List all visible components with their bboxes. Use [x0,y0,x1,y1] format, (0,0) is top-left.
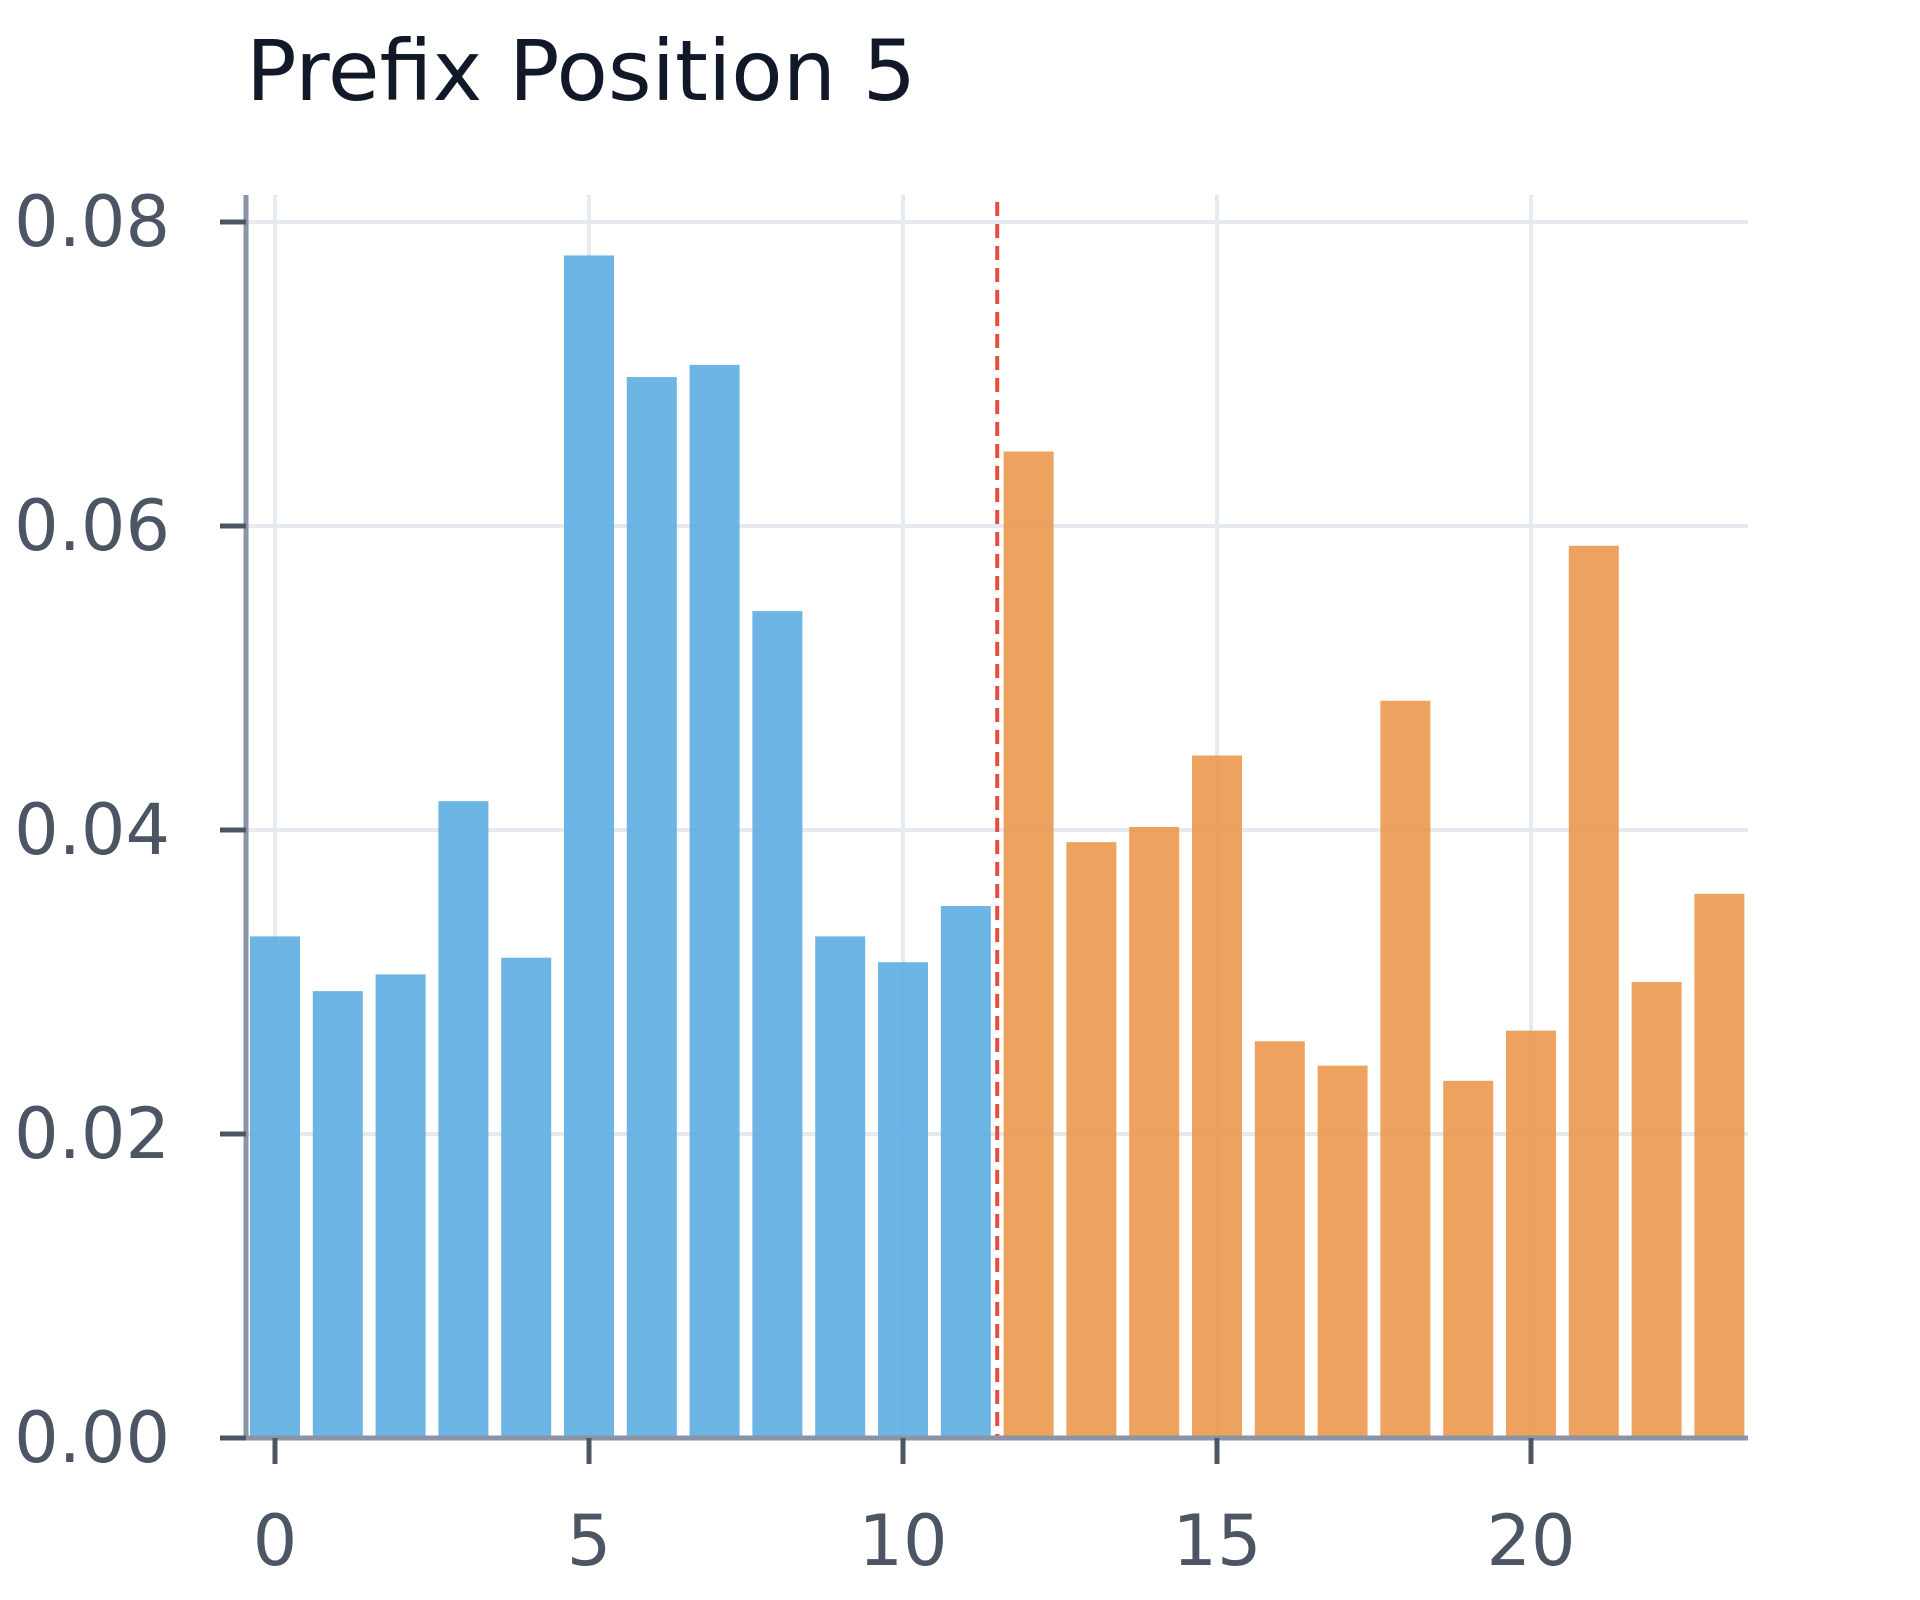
bar-14 [1129,826,1180,1438]
bar-22 [1631,982,1682,1438]
bar-9 [815,936,866,1438]
x-tick-label-2: 10 [858,1500,947,1582]
x-tick-label-3: 15 [1172,1500,1261,1582]
bar-13 [1066,842,1117,1438]
bar-10 [878,962,928,1438]
bar-11 [940,906,991,1438]
x-tick-label-1: 5 [567,1500,612,1582]
y-tick-label-0: 0.00 [14,1397,170,1479]
y-tick-label-4: 0.08 [14,181,170,263]
bars [250,255,1745,1439]
x-tick-label-0: 0 [253,1500,298,1582]
bar-12 [1003,451,1054,1438]
axes [220,195,1748,1464]
bar-8 [752,611,803,1438]
bar-5 [564,255,614,1439]
bar-20 [1506,1030,1556,1438]
chart-title: Prefix Position 5 [246,22,916,120]
bar-6 [626,377,677,1438]
bar-15 [1192,755,1242,1438]
bar-0 [250,936,300,1438]
bar-17 [1317,1065,1368,1438]
bar-7 [689,364,740,1438]
bar-23 [1694,893,1745,1438]
y-tick-label-2: 0.04 [14,789,170,871]
x-tick-label-4: 20 [1486,1500,1575,1582]
bar-19 [1443,1080,1494,1438]
y-tick-label-1: 0.02 [14,1093,170,1175]
bar-18 [1380,700,1431,1438]
y-tick-label-3: 0.06 [14,485,170,567]
bar-1 [312,991,363,1438]
tick-labels: 0.00 0.02 0.04 0.06 0.08 0 5 10 15 20 [14,181,1575,1582]
bar-2 [375,974,426,1438]
bar-3 [438,801,489,1438]
bar-16 [1254,1041,1305,1438]
bar-21 [1568,545,1619,1438]
bar-4 [501,957,552,1438]
